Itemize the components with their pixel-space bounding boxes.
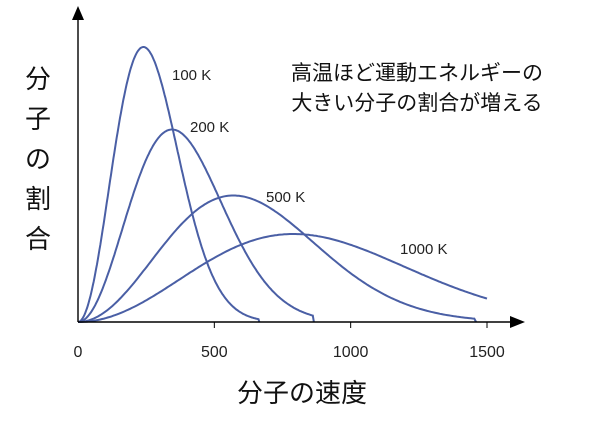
x-tick-label: 1500 <box>469 344 505 361</box>
y-axis-arrow-icon <box>72 6 84 20</box>
series-label: 100 K <box>172 67 211 84</box>
series-label: 500 K <box>266 189 305 206</box>
x-axis-arrow-icon <box>510 316 525 328</box>
series-line-0 <box>77 46 261 323</box>
x-axis-title: 分子の速度 <box>237 379 367 409</box>
series-line-1 <box>77 128 315 323</box>
y-axis-title: 分子の割合 <box>25 65 51 255</box>
x-tick-label: 1000 <box>333 344 369 361</box>
series-label: 200 K <box>190 119 229 136</box>
annotation-text: 高温ほど運動エネルギーの大きい分子の割合が増える <box>291 61 543 115</box>
x-tick-group: 0 500 1000 1500 <box>74 322 505 361</box>
x-tick-label: 500 <box>201 344 228 361</box>
x-tick-label: 0 <box>74 344 83 361</box>
series-line-3 <box>78 233 488 323</box>
series-line-2 <box>78 194 477 323</box>
series-label: 1000 K <box>400 241 448 258</box>
series-label-group: 100 K 200 K 500 K 1000 K <box>172 67 448 258</box>
curve-group <box>77 46 488 323</box>
